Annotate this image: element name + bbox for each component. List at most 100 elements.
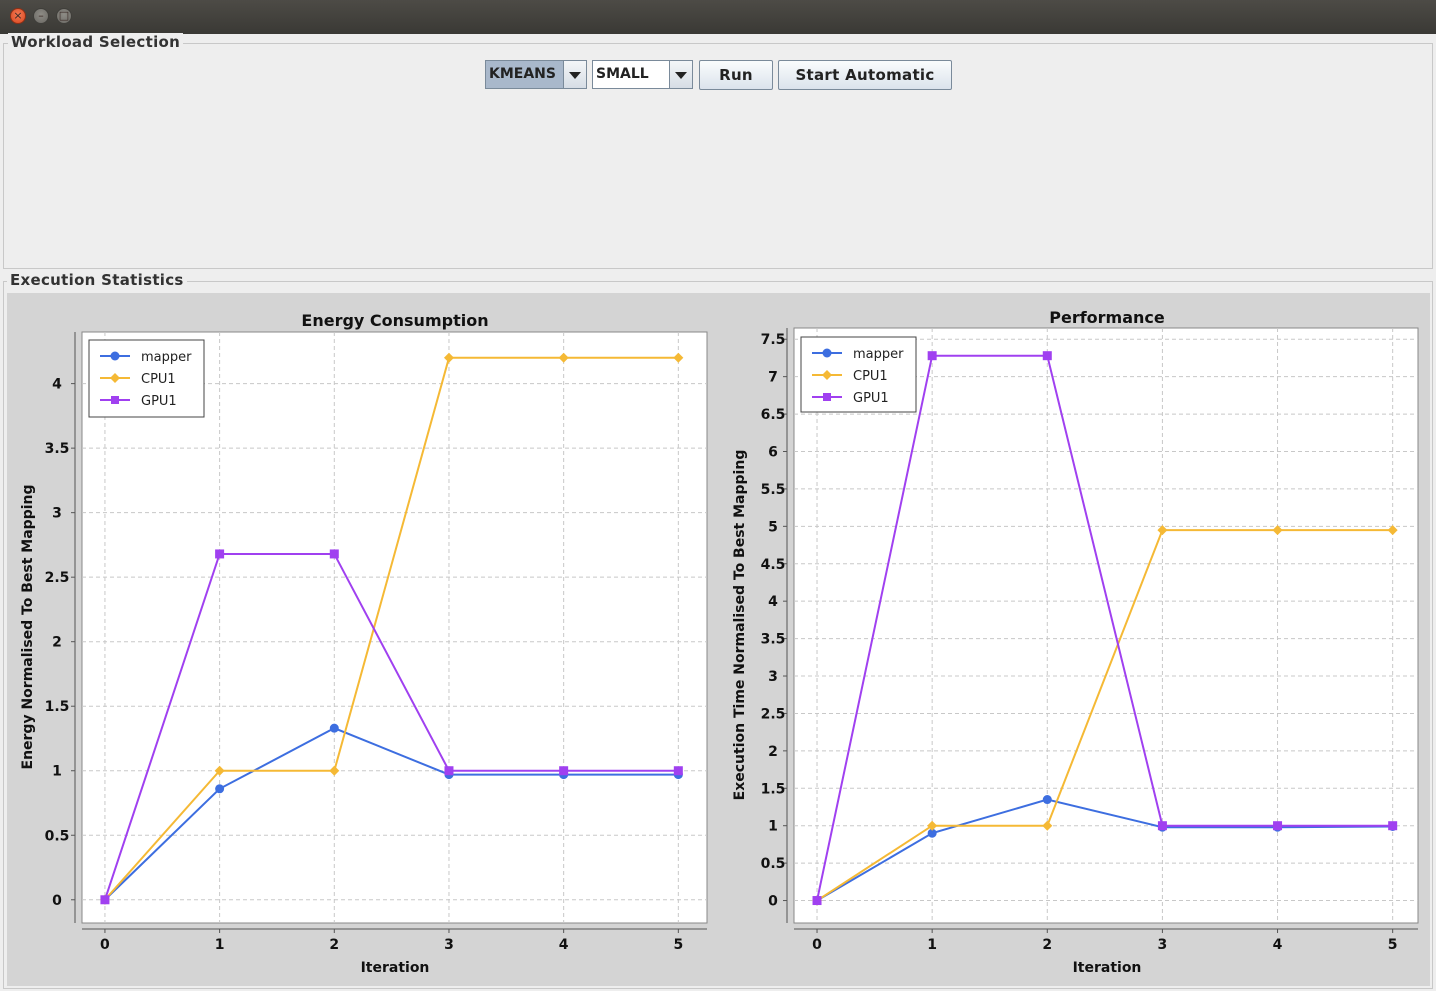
legend-gpu-label: GPU1 (141, 394, 177, 409)
legend: mapper CPU1 GPU1 (800, 336, 917, 413)
data-point-gpu1 (927, 351, 937, 361)
data-point-gpu1 (100, 895, 110, 905)
legend-cpu-marker (110, 373, 120, 383)
y-tick-label: 2.5 (761, 706, 786, 722)
x-tick-label: 1 (927, 937, 937, 953)
x-tick-label: 2 (329, 937, 339, 953)
window-titlebar: × – □ (0, 0, 1436, 34)
data-point-gpu1 (559, 766, 569, 776)
x-tick-label: 5 (1388, 937, 1398, 953)
series-line-mapper (816, 798, 1393, 902)
window-minimize-button[interactable]: – (33, 8, 49, 24)
close-icon: × (13, 9, 23, 22)
chart-title: Performance (1049, 308, 1165, 327)
series-group (812, 351, 1398, 906)
y-tick-label: 1 (52, 764, 62, 780)
y-axis-ticks: 0 0.5 1 1.5 2 2.5 3 3.5 4 4.5 5 5.5 6 6.5 7 7.5 (761, 332, 787, 910)
grid (794, 328, 1418, 923)
data-point-cpu1 (214, 765, 225, 776)
data-point-cpu1 (558, 352, 569, 363)
data-point-mapper (215, 784, 225, 794)
chevron-down-icon[interactable] (563, 61, 586, 88)
data-point-gpu1 (215, 549, 225, 559)
y-tick-label: 1 (768, 819, 778, 835)
x-tick-label: 3 (444, 937, 454, 953)
series-line-cpu1 (104, 356, 679, 901)
plot-area (81, 331, 708, 924)
plot-area (793, 327, 1419, 924)
data-point-gpu1 (673, 766, 683, 776)
y-tick-label: 1.5 (761, 781, 786, 797)
y-tick-label: 3 (52, 506, 62, 522)
data-point-gpu1 (812, 896, 822, 906)
data-point-cpu1 (1042, 820, 1053, 831)
data-point-cpu1 (673, 352, 684, 363)
legend-gpu-label: GPU1 (853, 391, 889, 406)
y-axis-label: Execution Time Normalised To Best Mappin… (732, 450, 748, 801)
size-select[interactable]: SMALL (592, 60, 693, 89)
chevron-down-icon[interactable] (669, 61, 692, 88)
y-tick-label: 6.5 (761, 407, 786, 423)
window-maximize-button[interactable]: □ (56, 8, 72, 24)
y-tick-label: 2.5 (45, 570, 70, 586)
energy-chart: Energy Consumption 0 0.5 1 1.5 2 2.5 3 3.5 4 0 1 2… (20, 311, 708, 976)
y-tick-label: 0 (768, 894, 778, 910)
chart-title: Energy Consumption (301, 311, 488, 330)
legend-cpu-marker (822, 370, 832, 380)
x-tick-label: 2 (1042, 937, 1052, 953)
data-point-cpu1 (927, 820, 938, 831)
execution-statistics-title: Execution Statistics (7, 271, 187, 289)
data-point-cpu1 (1387, 525, 1398, 536)
series-line-cpu1 (816, 529, 1393, 902)
workload-select[interactable]: KMEANS (485, 60, 587, 89)
legend-mapper-label: mapper (853, 347, 904, 362)
legend-gpu-marker (111, 396, 119, 404)
series-line-gpu1 (103, 552, 679, 901)
y-axis-label: Energy Normalised To Best Mapping (20, 484, 36, 769)
y-tick-label: 7.5 (761, 332, 786, 348)
data-point-mapper (329, 723, 339, 733)
data-point-mapper (1042, 795, 1052, 805)
data-point-gpu1 (329, 549, 339, 559)
workload-select-value: KMEANS (486, 61, 563, 88)
legend-mapper-marker (110, 351, 120, 361)
x-axis-ticks: 0 1 2 3 4 5 (100, 929, 683, 953)
x-tick-label: 1 (215, 937, 225, 953)
y-tick-label: 3.5 (761, 632, 786, 648)
start-automatic-button[interactable]: Start Automatic (778, 60, 952, 90)
y-tick-label: 0.5 (45, 828, 70, 844)
legend-gpu-marker (823, 393, 831, 401)
x-axis-label: Iteration (361, 960, 430, 976)
y-tick-label: 4 (52, 377, 62, 393)
data-point-gpu1 (1273, 821, 1283, 831)
y-tick-label: 7 (768, 370, 778, 386)
x-tick-label: 4 (1273, 937, 1283, 953)
workload-selection-panel (3, 43, 1433, 269)
legend-mapper-marker (822, 348, 832, 358)
grid (82, 332, 707, 923)
run-button[interactable]: Run (699, 60, 773, 90)
y-tick-label: 3.5 (45, 441, 70, 457)
window-close-button[interactable]: × (10, 8, 26, 24)
legend-mapper-label: mapper (141, 350, 192, 365)
minimize-icon: – (38, 9, 44, 22)
x-tick-label: 3 (1158, 937, 1168, 953)
series-line-mapper (104, 727, 679, 901)
y-tick-label: 1.5 (45, 699, 70, 715)
x-tick-label: 0 (100, 937, 110, 953)
y-tick-label: 5.5 (761, 482, 786, 498)
series-line-gpu1 (816, 354, 1393, 901)
x-axis-label: Iteration (1073, 960, 1142, 976)
y-tick-label: 4 (768, 594, 778, 610)
y-axis-ticks: 0 0.5 1 1.5 2 2.5 3 3.5 4 (45, 377, 75, 909)
data-point-gpu1 (1157, 821, 1167, 831)
y-tick-label: 5 (768, 519, 778, 535)
execution-statistics-panel (3, 281, 1433, 989)
y-tick-label: 2 (52, 635, 62, 651)
workload-selection-title: Workload Selection (8, 33, 184, 51)
x-axis-ticks: 0 1 2 3 4 5 (812, 929, 1398, 953)
y-tick-label: 0 (52, 893, 62, 909)
data-point-cpu1 (1157, 525, 1168, 536)
x-tick-label: 0 (812, 937, 822, 953)
